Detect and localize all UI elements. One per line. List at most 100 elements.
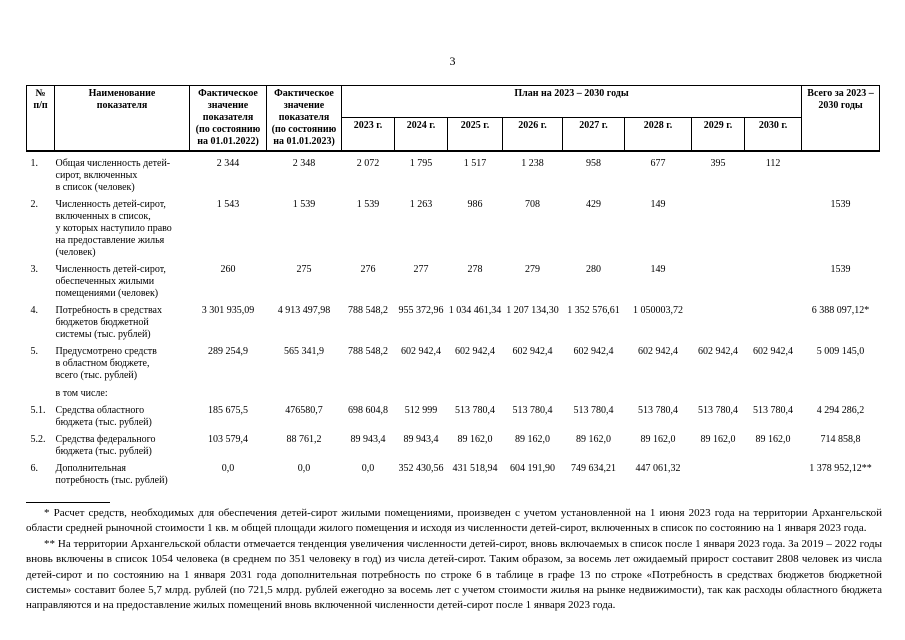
row-name: Численность детей-сирот, обеспеченных жи… xyxy=(55,264,166,299)
header-col-num: № п/п xyxy=(26,85,55,152)
cell-year-2025: 1 517 xyxy=(463,158,487,169)
cell-year-2026: 89 162,0 xyxy=(515,434,550,445)
cell-total: 5 009 145,0 xyxy=(816,346,865,357)
cell-total: 1539 xyxy=(830,264,851,275)
header-plan-group: План на 2023 – 2030 годы xyxy=(340,84,803,119)
cell-year-2023: 1 539 xyxy=(356,199,380,210)
cell-year-2027: 958 xyxy=(586,158,601,169)
footnote-separator xyxy=(26,502,110,503)
row-number: 6. xyxy=(30,463,39,474)
header-col-fact-2023: Фактическое значение показателя (по сост… xyxy=(266,85,342,152)
cell-year-2023: 698 604,8 xyxy=(348,405,388,416)
cell-year-2024: 352 430,56 xyxy=(398,463,444,474)
cell-year-2024: 89 943,4 xyxy=(403,434,439,445)
cell-year-2023: 0,0 xyxy=(361,463,375,474)
row-number: 2. xyxy=(30,199,39,210)
header-year-2029: 2029 г. xyxy=(691,117,745,153)
cell-year-2028: 149 xyxy=(650,199,666,210)
cell-year-2027: 1 352 576,61 xyxy=(567,305,620,316)
cell-year-2029: 513 780,4 xyxy=(698,405,738,416)
cell-year-2030 xyxy=(745,262,802,303)
cell-year-2024: 1 263 xyxy=(409,199,433,210)
header-year-2027: 2027 г. xyxy=(562,117,625,153)
cell-year-2028: 149 xyxy=(650,264,666,275)
cell-year-2029 xyxy=(692,262,745,303)
table-header: № п/п Наименование показателя Фактическо… xyxy=(26,84,881,153)
cell-year-2027: 429 xyxy=(586,199,601,210)
cell-fact-2023: 565 341,9 xyxy=(284,346,324,357)
row-number: 5.2. xyxy=(30,434,46,445)
cell-year-2026: 279 xyxy=(525,264,540,275)
cell-year-2023: 788 548,2 xyxy=(348,346,388,357)
header-year-2026: 2026 г. xyxy=(502,117,563,153)
cell-year-2026: 513 780,4 xyxy=(512,405,553,416)
cell-year-2025: 986 xyxy=(467,199,483,210)
cell-total: 714 858,8 xyxy=(820,434,861,445)
cell-year-2026: 604 191,90 xyxy=(510,463,555,474)
cell-fact-2023: 275 xyxy=(296,264,312,275)
cell-total: 4 294 286,2 xyxy=(816,405,865,416)
header-year-2025: 2025 г. xyxy=(447,117,503,153)
cell-year-2027: 513 780,4 xyxy=(573,405,614,416)
cell-year-2030 xyxy=(745,197,802,262)
row-name: Предусмотрено средств в областном бюджет… xyxy=(55,346,157,399)
row-name: Средства областного бюджета (тыс. рублей… xyxy=(55,405,152,428)
cell-year-2024: 1 795 xyxy=(409,158,433,169)
cell-year-2029: 602 942,4 xyxy=(698,346,738,357)
cell-year-2027: 749 634,21 xyxy=(571,463,616,474)
cell-year-2030: 89 162,0 xyxy=(755,434,791,445)
footnotes: * Расчет средств, необходимых для обеспе… xyxy=(26,506,882,614)
cell-total: 6 388 097,12* xyxy=(811,305,870,316)
table-row: 6. Дополнительная потребность (тыс. рубле… xyxy=(27,461,880,490)
cell-fact-2022: 103 579,4 xyxy=(208,434,248,445)
table-row: 4. Потребность в средствах бюджетов бюдже… xyxy=(27,303,880,344)
cell-year-2028: 447 061,32 xyxy=(635,463,681,474)
row-number: 3. xyxy=(30,264,39,275)
cell-year-2027: 602 942,4 xyxy=(573,346,614,357)
cell-year-2023: 276 xyxy=(360,264,376,275)
footnote-2: ** На территории Архангельской области о… xyxy=(26,537,882,612)
header-year-2024: 2024 г. xyxy=(394,117,448,153)
row-name: Потребность в средствах бюджетов бюджетн… xyxy=(55,305,162,340)
row-number: 5. xyxy=(30,346,39,357)
cell-year-2025: 89 162,0 xyxy=(457,434,493,445)
cell-fact-2023: 4 913 497,98 xyxy=(277,305,331,316)
cell-fact-2023: 2 348 xyxy=(292,158,316,169)
cell-year-2023: 2 072 xyxy=(356,158,380,169)
cell-fact-2022: 2 344 xyxy=(216,158,240,169)
cell-year-2029 xyxy=(692,197,745,262)
cell-year-2025: 1 034 461,34 xyxy=(448,305,502,316)
header-year-2023: 2023 г. xyxy=(341,117,395,153)
cell-year-2030: 112 xyxy=(765,158,781,169)
cell-year-2028: 89 162,0 xyxy=(640,434,676,445)
cell-total: 1 378 952,12** xyxy=(809,463,872,474)
cell-year-2028: 1 050003,72 xyxy=(633,305,683,316)
cell-year-2024: 512 999 xyxy=(404,405,438,416)
table-row: 5.2. Средства федерального бюджета (тыс. … xyxy=(27,432,880,461)
row-name: Средства федерального бюджета (тыс. рубл… xyxy=(55,434,156,457)
cell-year-2030: 602 942,4 xyxy=(753,346,794,357)
table-row: 5. Предусмотрено средств в областном бюдж… xyxy=(27,344,880,403)
cell-fact-2022: 289 254,9 xyxy=(208,346,248,357)
cell-fact-2022: 1 543 xyxy=(216,199,240,210)
cell-year-2027: 280 xyxy=(586,264,601,275)
header-year-2028: 2028 г. xyxy=(624,117,692,153)
cell-year-2023: 788 548,2 xyxy=(348,305,388,316)
row-name: Дополнительная потребность (тыс. рублей) xyxy=(55,463,168,486)
row-number: 1. xyxy=(30,158,39,169)
cell-fact-2022: 185 675,5 xyxy=(208,405,248,416)
row-name: Общая численность детей- сирот, включенн… xyxy=(55,158,171,193)
cell-year-2023: 89 943,4 xyxy=(350,434,386,445)
cell-year-2030: 513 780,4 xyxy=(753,405,794,416)
cell-fact-2022: 0,0 xyxy=(221,463,235,474)
cell-year-2030 xyxy=(745,461,802,490)
cell-year-2026: 1 207 134,30 xyxy=(506,305,559,316)
cell-year-2029 xyxy=(692,461,745,490)
cell-year-2024: 955 372,96 xyxy=(398,305,444,316)
cell-year-2029 xyxy=(692,303,745,344)
cell-year-2024: 602 942,4 xyxy=(401,346,441,357)
cell-year-2025: 602 942,4 xyxy=(455,346,495,357)
page-number: 3 xyxy=(449,54,456,68)
cell-year-2024: 277 xyxy=(413,264,429,275)
